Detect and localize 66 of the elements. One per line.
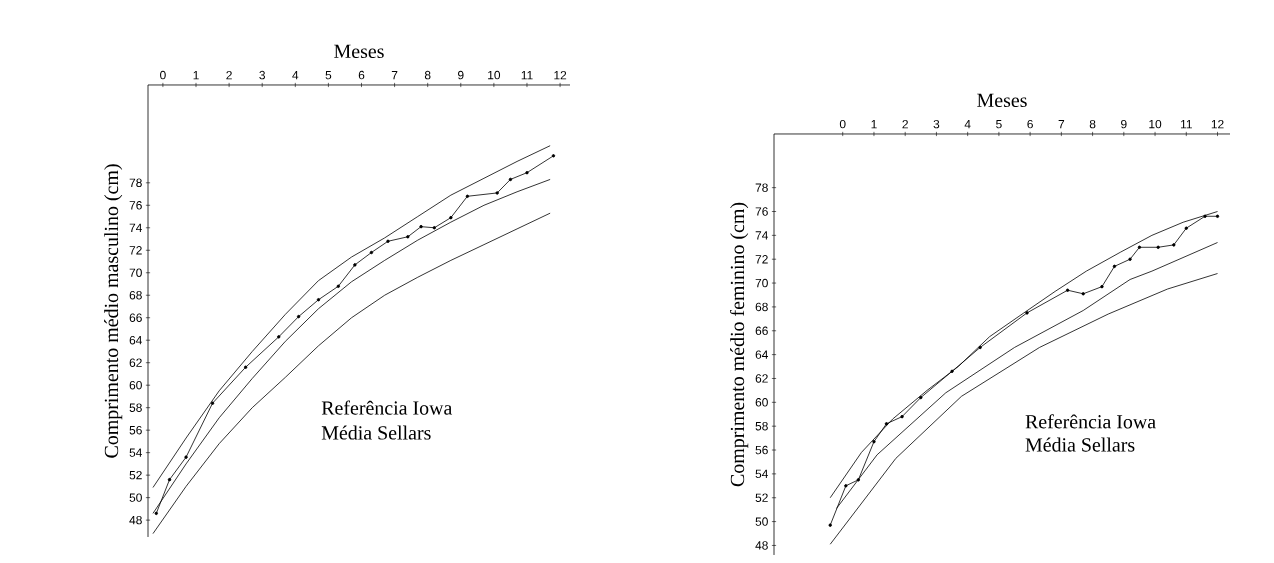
- y-tick-label: 54: [755, 469, 769, 479]
- annotation: Referência Iowa: [321, 400, 453, 415]
- x-tick-label: 4: [292, 71, 299, 80]
- x-tick-label: 8: [424, 70, 431, 80]
- y-tick-label: 58: [755, 421, 768, 431]
- y-tick-label: 56: [755, 445, 768, 455]
- y-tick-label: 72: [129, 246, 142, 255]
- x-tick-label: 1: [193, 71, 199, 80]
- y-tick-label: 78: [755, 183, 768, 192]
- y-tick-label: 52: [129, 470, 142, 480]
- x-tick-label: 7: [1058, 120, 1065, 129]
- y-tick-label: 70: [129, 268, 142, 277]
- y-tick-label: 76: [129, 201, 142, 210]
- x-tick-label: 3: [933, 119, 940, 129]
- y-tick-label: 60: [755, 398, 768, 407]
- y-tick-label: 62: [129, 358, 142, 367]
- y-tick-label: 68: [755, 302, 768, 312]
- x-tick-label: 0: [160, 70, 166, 80]
- x-tick-label: 12: [554, 70, 567, 80]
- x-tick-label: 4: [964, 120, 971, 129]
- x-tick-label: 5: [325, 71, 332, 80]
- x-tick-label: 1: [871, 120, 877, 129]
- x-tick-label: 3: [259, 70, 265, 80]
- y-tick-label: 64: [129, 335, 143, 345]
- x-tick-label: 10: [488, 70, 501, 80]
- x-tick-label: 7: [391, 71, 398, 80]
- y-tick-label: 74: [129, 223, 143, 232]
- x-tick-label: 6: [358, 70, 365, 80]
- y-axis-title: Comprimento médio masculino (cm): [104, 164, 123, 458]
- y-tick-label: 72: [755, 255, 768, 264]
- annotation: Média Sellars: [321, 425, 431, 440]
- x-tick-label: 10: [1149, 119, 1162, 129]
- x-tick-label: 9: [1121, 119, 1127, 129]
- x-tick-label: 2: [226, 70, 232, 80]
- x-tick-label: 5: [996, 120, 1002, 129]
- y-tick-label: 58: [129, 403, 142, 412]
- y-axis-title: Comprimento médio feminino (cm): [729, 202, 749, 487]
- x-tick-label: 9: [458, 70, 464, 80]
- y-tick-label: 62: [755, 374, 768, 383]
- y-tick-label: 76: [755, 207, 768, 216]
- annotation: Média Sellars: [1025, 437, 1135, 452]
- y-tick-label: 66: [129, 313, 142, 322]
- x-tick-label: 11: [521, 71, 533, 80]
- y-tick-label: 54: [129, 448, 143, 457]
- x-tick-label: 11: [1180, 120, 1192, 129]
- y-tick-label: 48: [129, 515, 142, 525]
- y-tick-label: 50: [755, 517, 768, 526]
- y-tick-label: 68: [129, 291, 142, 300]
- x-tick-label: 8: [1089, 119, 1096, 129]
- y-tick-label: 74: [755, 231, 769, 240]
- y-tick-label: 60: [129, 380, 142, 390]
- y-tick-label: 52: [755, 493, 768, 502]
- y-tick-label: 66: [755, 326, 768, 335]
- y-tick-label: 48: [755, 541, 768, 550]
- annotation: Referência Iowa: [1025, 414, 1156, 429]
- x-tick-label: 2: [902, 119, 908, 129]
- x-axis-title: Meses: [977, 93, 1027, 108]
- y-tick-label: 64: [755, 350, 769, 359]
- x-axis-title: Meses: [334, 44, 384, 59]
- x-tick-label: 12: [1211, 119, 1224, 129]
- y-tick-label: 70: [755, 278, 768, 288]
- x-tick-label: 0: [839, 119, 846, 129]
- y-tick-label: 78: [129, 178, 142, 188]
- y-tick-label: 56: [129, 425, 142, 435]
- x-tick-label: 6: [1027, 119, 1033, 129]
- y-tick-label: 50: [129, 493, 142, 502]
